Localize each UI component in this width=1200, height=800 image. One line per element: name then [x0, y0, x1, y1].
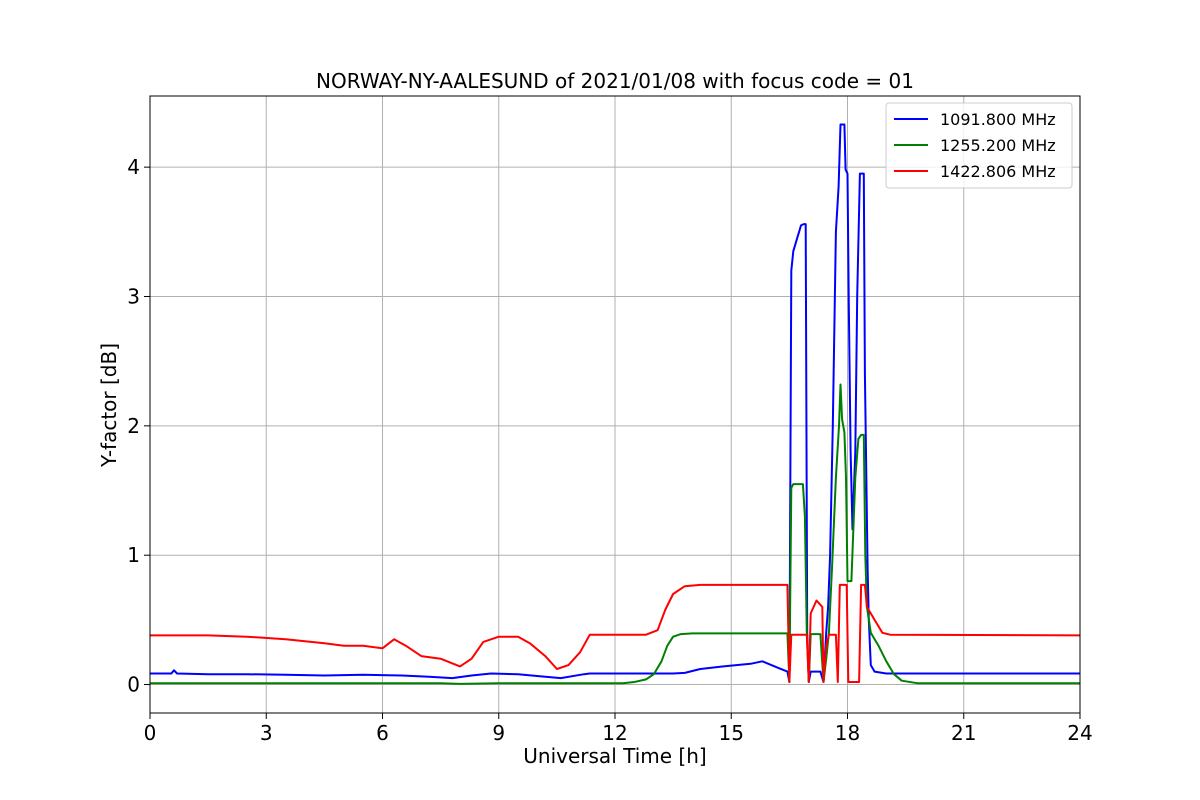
- legend-box: [885, 102, 1073, 189]
- y-tick-label: 4: [127, 155, 140, 179]
- legend-label-0: 1091.800 MHz: [940, 110, 1056, 129]
- y-tick-label: 1: [127, 543, 140, 567]
- legend-label-1: 1255.200 MHz: [940, 136, 1056, 155]
- chart-title: NORWAY-NY-AALESUND of 2021/01/08 with fo…: [316, 69, 914, 93]
- series-line-2: [150, 583, 1080, 683]
- x-tick-label: 18: [835, 721, 860, 745]
- y-tick-label: 0: [127, 673, 140, 697]
- x-tick-label: 21: [951, 721, 976, 745]
- legend: 1091.800 MHz 1255.200 MHz 1422.806 MHz: [885, 102, 1073, 189]
- x-tick-label: 0: [144, 721, 157, 745]
- y-axis-ticks: 0 1 2 3 4: [127, 155, 150, 697]
- x-tick-label: 12: [602, 721, 627, 745]
- series-group: [150, 123, 1080, 685]
- y-tick-label: 3: [127, 284, 140, 308]
- x-tick-label: 24: [1067, 721, 1092, 745]
- x-tick-label: 15: [719, 721, 744, 745]
- x-tick-label: 3: [260, 721, 273, 745]
- legend-label-2: 1422.806 MHz: [940, 162, 1056, 181]
- x-tick-label: 9: [492, 721, 505, 745]
- y-axis-label: Y-factor [dB]: [97, 343, 121, 468]
- x-axis-label: Universal Time [h]: [523, 744, 706, 768]
- y-tick-label: 2: [127, 414, 140, 438]
- x-axis-ticks: 0 3 6 9 12 15 18 21 24: [144, 713, 1093, 745]
- x-tick-label: 6: [376, 721, 389, 745]
